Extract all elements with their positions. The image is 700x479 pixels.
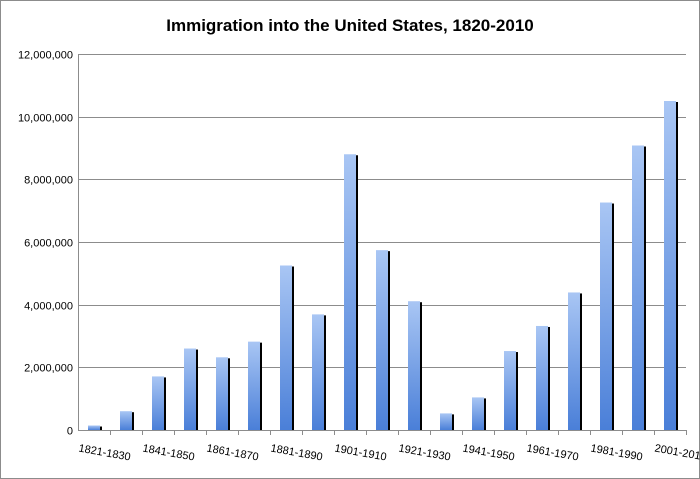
y-tick-label: 12,000,000 bbox=[18, 50, 73, 62]
x-tick-label: 1941-1950 bbox=[462, 443, 516, 464]
bar-fill bbox=[376, 250, 388, 430]
bar bbox=[312, 314, 326, 430]
chart-title: Immigration into the United States, 1820… bbox=[166, 16, 534, 35]
bar bbox=[344, 154, 358, 430]
x-tick-label: 2001-2010 bbox=[654, 443, 700, 464]
y-tick-label: 10,000,000 bbox=[18, 113, 73, 125]
bar bbox=[88, 425, 102, 430]
bar-fill bbox=[152, 376, 164, 430]
y-tick-label: 8,000,000 bbox=[24, 175, 73, 187]
bar-fill bbox=[216, 357, 228, 430]
bar bbox=[408, 301, 422, 430]
x-axis: 1821-1830 1841-1850 1861-1870 1881-1890 1901… bbox=[78, 430, 700, 464]
bar-fill bbox=[280, 265, 292, 430]
bar-fill bbox=[536, 325, 548, 430]
y-tick-label: 4,000,000 bbox=[24, 301, 73, 313]
bar-fill bbox=[88, 425, 100, 430]
bar-fill bbox=[632, 145, 644, 430]
bars bbox=[88, 101, 678, 430]
y-tick-label: 0 bbox=[67, 426, 73, 438]
bar bbox=[184, 348, 198, 430]
bar bbox=[280, 265, 294, 430]
bar bbox=[376, 250, 390, 430]
y-axis: 0 2,000,000 4,000,000 6,000,000 8,000,000 10,… bbox=[18, 50, 79, 438]
y-tick-label: 2,000,000 bbox=[24, 363, 73, 375]
bar-fill bbox=[664, 101, 676, 430]
bar bbox=[600, 202, 614, 430]
x-tick-label: 1901-1910 bbox=[334, 443, 388, 464]
bar bbox=[440, 413, 454, 430]
bar-fill bbox=[440, 413, 452, 430]
bar bbox=[568, 292, 582, 430]
bar-fill bbox=[408, 301, 420, 430]
bar bbox=[248, 341, 262, 430]
bar bbox=[632, 145, 646, 430]
x-tick-label: 1841-1850 bbox=[142, 443, 196, 464]
x-tick-label: 1821-1830 bbox=[78, 443, 132, 464]
x-tick-label: 1921-1930 bbox=[398, 443, 452, 464]
y-tick-label: 6,000,000 bbox=[24, 238, 73, 250]
bar-fill bbox=[472, 397, 484, 430]
bar-fill bbox=[344, 154, 356, 430]
x-tick-label: 1961-1970 bbox=[526, 443, 580, 464]
bar-fill bbox=[248, 341, 260, 430]
bar-fill bbox=[504, 351, 516, 430]
bar bbox=[120, 411, 134, 430]
bar bbox=[152, 376, 166, 430]
x-tick-label: 1881-1890 bbox=[270, 443, 324, 464]
x-tick-label: 1861-1870 bbox=[206, 443, 260, 464]
bar bbox=[504, 351, 518, 430]
bar bbox=[536, 325, 550, 430]
bar bbox=[216, 357, 230, 430]
bar-fill bbox=[184, 348, 196, 430]
bar-fill bbox=[312, 314, 324, 430]
bar bbox=[472, 397, 486, 430]
x-tick-label: 1981-1990 bbox=[590, 443, 644, 464]
bar-fill bbox=[600, 202, 612, 430]
bar-fill bbox=[568, 292, 580, 430]
bar-fill bbox=[120, 411, 132, 430]
bar bbox=[664, 101, 678, 430]
